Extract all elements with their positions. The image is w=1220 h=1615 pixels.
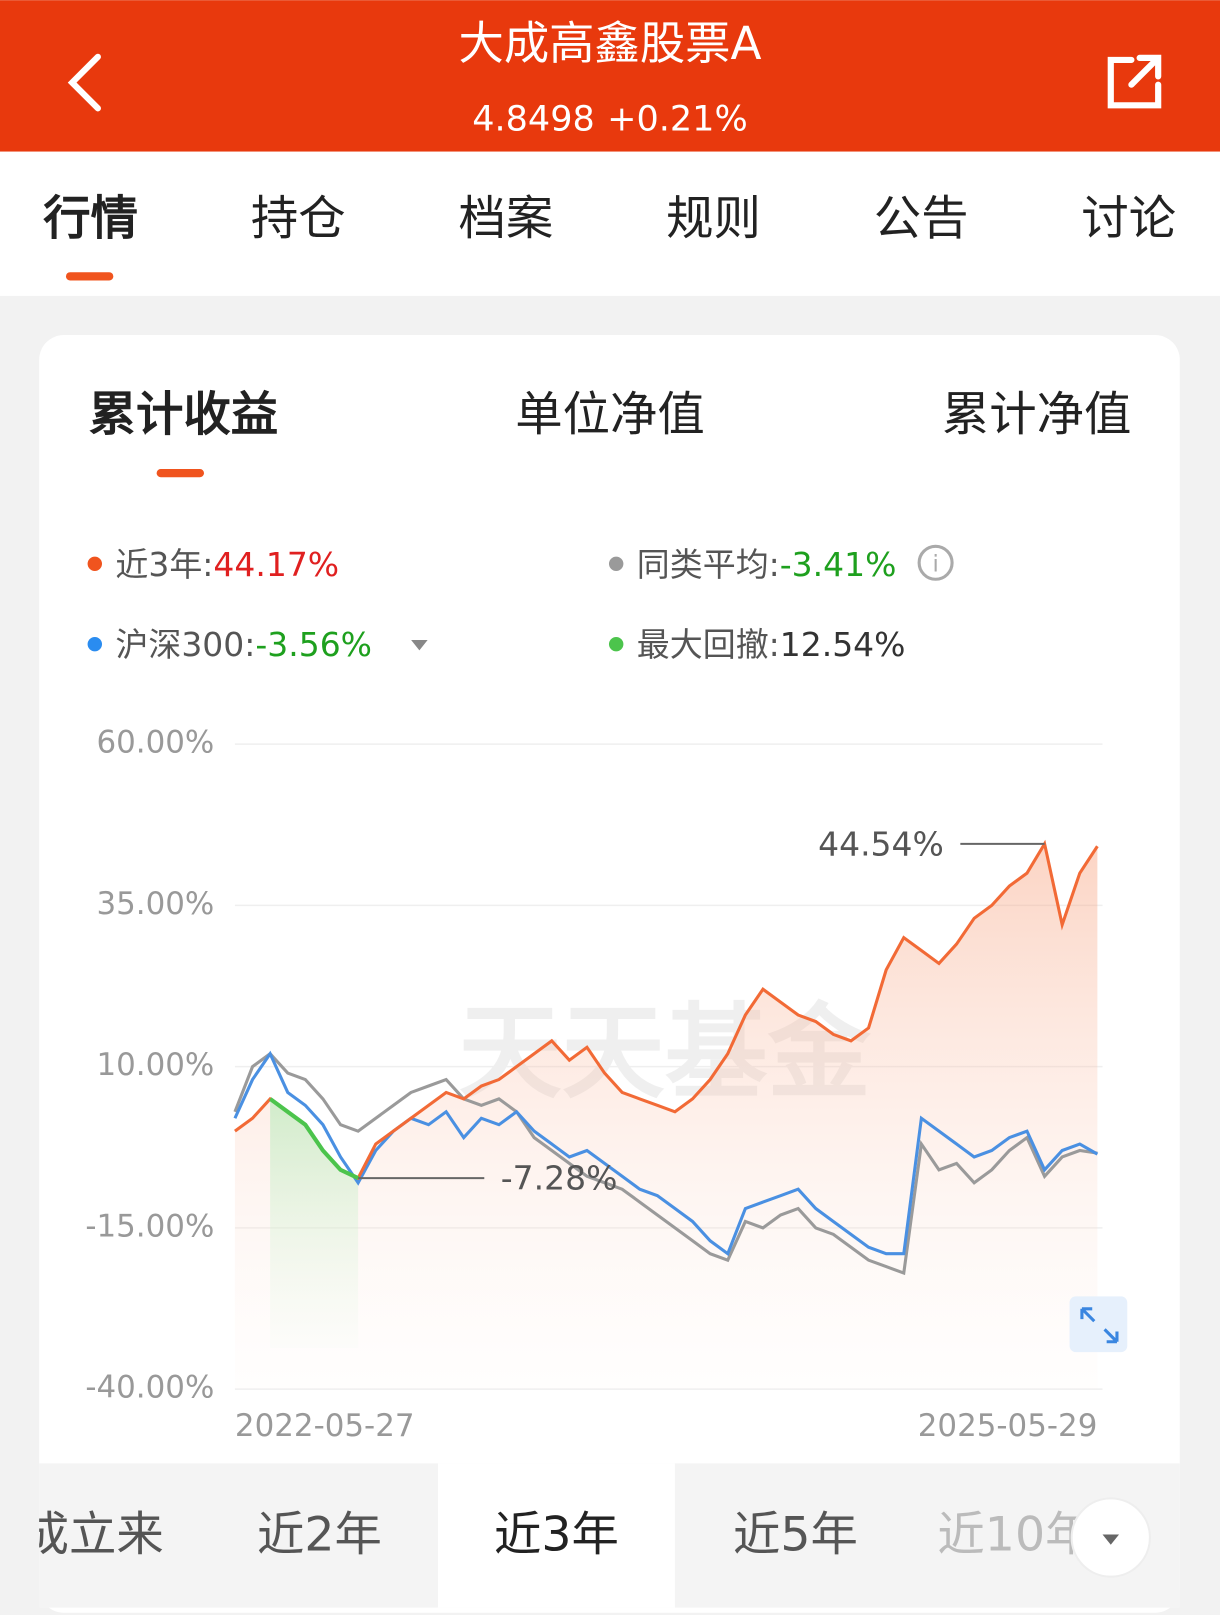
fund-title: 大成高鑫股票A	[459, 17, 762, 70]
period-selected	[437, 1463, 675, 1608]
legend-name: 沪深300:	[115, 625, 255, 664]
legend-dot	[87, 556, 103, 572]
drawdown-area	[270, 1098, 359, 1348]
nav: 4.8498	[472, 99, 595, 140]
period-more-arrow	[1102, 1534, 1120, 1545]
series-line	[234, 839, 1099, 1181]
info-icon[interactable]	[917, 544, 954, 581]
benchmark-dropdown[interactable]	[411, 640, 428, 651]
subtab[interactable]: 单位净值	[515, 387, 705, 442]
subtab-indicator	[156, 469, 205, 478]
series-line	[233, 1050, 1099, 1257]
change: +0.21%	[607, 99, 748, 140]
tab[interactable]: 持仓	[251, 192, 346, 247]
tab-indicator	[65, 272, 114, 281]
tab[interactable]: 讨论	[1081, 192, 1176, 247]
legend-item: 同类平均:-3.41%	[637, 544, 897, 583]
annotation-label: -7.28%	[501, 1159, 618, 1198]
back-button[interactable]	[67, 53, 101, 112]
period-option[interactable]: 近5年	[733, 1508, 858, 1563]
share-button[interactable]	[1107, 54, 1162, 109]
legend-dot	[87, 636, 103, 652]
y-tick-label: -15.00%	[85, 1208, 214, 1244]
legend-value: -3.56%	[255, 625, 372, 664]
expand-button[interactable]	[1069, 1296, 1128, 1353]
period-option[interactable]: 近2年	[257, 1508, 382, 1563]
tab-bar	[0, 151, 1220, 296]
legend-value: 44.17%	[213, 544, 339, 583]
header-bar	[0, 0, 1220, 152]
legend-value: 12.54%	[780, 625, 906, 664]
info-icon-glyph: i	[932, 551, 938, 577]
drawdown-line	[268, 1097, 360, 1180]
period-option[interactable]: 成立来	[22, 1508, 164, 1563]
legend-name: 近3年:	[115, 544, 213, 583]
subtab[interactable]: 累计净值	[942, 387, 1132, 442]
tab[interactable]: 规则	[666, 192, 761, 247]
legend-item: 近3年:44.17%	[115, 544, 339, 583]
fund-price: 4.8498 +0.21%	[472, 99, 747, 140]
x-tick-label: 2022-05-27	[235, 1408, 415, 1444]
tab[interactable]: 行情	[43, 192, 138, 247]
legend-item: 沪深300:-3.56%	[115, 625, 372, 664]
period-option[interactable]: 近10年	[937, 1508, 1092, 1563]
legend-dot	[608, 556, 624, 572]
annotation-label: 44.54%	[818, 824, 944, 863]
legend-name: 最大回撤:	[637, 625, 780, 664]
tab[interactable]: 档案	[459, 192, 554, 247]
tab[interactable]: 公告	[874, 192, 969, 247]
subtab[interactable]: 累计收益	[89, 387, 279, 442]
y-tick-label: 10.00%	[96, 1047, 214, 1083]
y-tick-label: 60.00%	[96, 725, 214, 761]
legend-dot	[608, 636, 624, 652]
legend-value: -3.41%	[780, 544, 897, 583]
x-tick-label: 2025-05-29	[918, 1408, 1098, 1444]
legend-name: 同类平均:	[637, 544, 780, 583]
period-option[interactable]: 近3年	[494, 1508, 619, 1563]
y-tick-label: 35.00%	[96, 886, 214, 922]
y-tick-label: -40.00%	[85, 1370, 214, 1406]
series-line	[233, 1051, 1098, 1276]
legend-item: 最大回撤:12.54%	[637, 625, 906, 664]
